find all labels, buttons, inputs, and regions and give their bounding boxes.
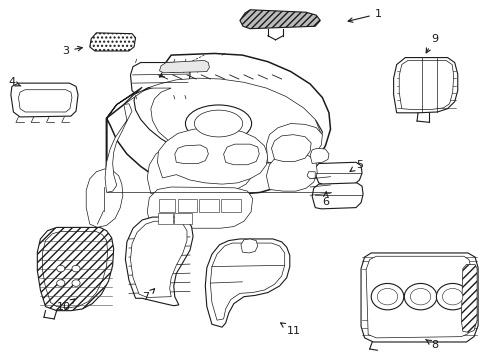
- Bar: [220, 199, 241, 212]
- Polygon shape: [271, 135, 311, 161]
- Polygon shape: [241, 239, 258, 253]
- Circle shape: [72, 280, 80, 286]
- Bar: [199, 199, 219, 212]
- Polygon shape: [205, 239, 290, 327]
- Circle shape: [57, 265, 65, 272]
- Text: 2: 2: [159, 65, 175, 77]
- Polygon shape: [125, 217, 193, 306]
- Polygon shape: [307, 172, 315, 179]
- Circle shape: [437, 283, 469, 310]
- Polygon shape: [312, 183, 363, 209]
- Polygon shape: [366, 256, 471, 338]
- Polygon shape: [147, 187, 253, 228]
- Text: 7: 7: [142, 289, 155, 302]
- Polygon shape: [267, 152, 317, 191]
- Polygon shape: [393, 58, 458, 113]
- Polygon shape: [223, 144, 259, 165]
- Polygon shape: [147, 139, 255, 195]
- Polygon shape: [106, 82, 322, 163]
- Polygon shape: [175, 145, 208, 163]
- Polygon shape: [37, 228, 114, 311]
- Polygon shape: [124, 78, 320, 163]
- Bar: [178, 199, 196, 212]
- Circle shape: [411, 288, 431, 305]
- Polygon shape: [310, 148, 329, 163]
- Bar: [159, 199, 175, 212]
- Text: 10: 10: [57, 299, 75, 311]
- Circle shape: [72, 265, 80, 272]
- Polygon shape: [106, 53, 331, 194]
- Text: 9: 9: [426, 33, 438, 53]
- Circle shape: [377, 288, 398, 305]
- Polygon shape: [130, 221, 187, 297]
- Text: 6: 6: [322, 191, 329, 207]
- Polygon shape: [399, 60, 454, 109]
- Circle shape: [404, 283, 437, 310]
- Polygon shape: [361, 253, 478, 342]
- Polygon shape: [210, 243, 285, 320]
- Circle shape: [442, 288, 463, 305]
- Polygon shape: [130, 63, 190, 95]
- Polygon shape: [240, 10, 320, 29]
- Polygon shape: [19, 90, 72, 112]
- Polygon shape: [11, 83, 78, 117]
- Text: 11: 11: [281, 323, 300, 336]
- Ellipse shape: [185, 105, 252, 142]
- Text: 5: 5: [350, 160, 363, 171]
- Polygon shape: [105, 104, 132, 192]
- Bar: [174, 212, 192, 224]
- Polygon shape: [461, 265, 477, 333]
- Polygon shape: [315, 162, 362, 185]
- Polygon shape: [90, 33, 136, 51]
- Text: 8: 8: [426, 339, 438, 350]
- Polygon shape: [157, 128, 268, 184]
- Polygon shape: [159, 60, 209, 73]
- Polygon shape: [86, 169, 123, 228]
- Text: 1: 1: [348, 9, 382, 22]
- Circle shape: [57, 280, 65, 286]
- Text: 4: 4: [8, 77, 21, 87]
- Text: 3: 3: [62, 46, 82, 56]
- Polygon shape: [267, 123, 322, 163]
- Bar: [158, 212, 173, 224]
- Ellipse shape: [195, 110, 243, 137]
- Circle shape: [371, 283, 404, 310]
